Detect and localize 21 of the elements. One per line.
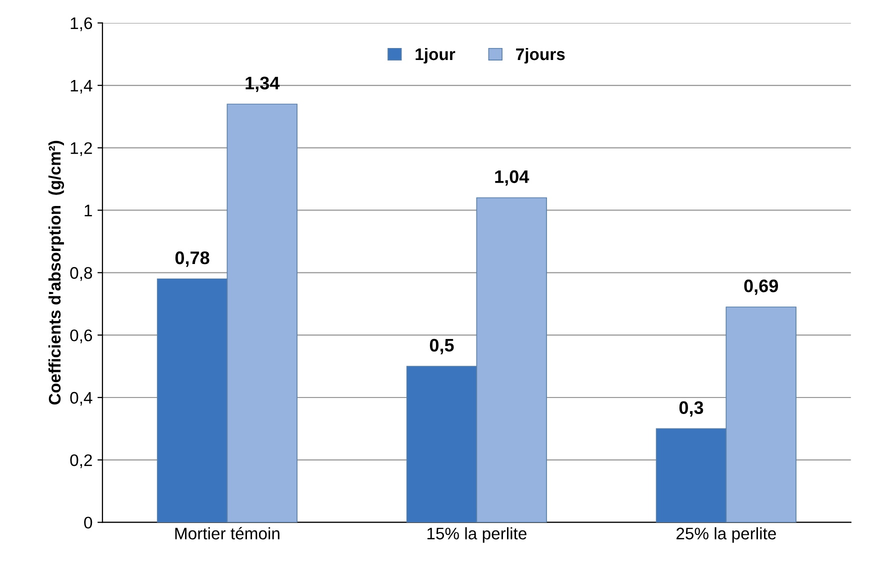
data-label: 0,69 — [744, 280, 778, 295]
x-tick-label: Mortier témoin — [175, 527, 280, 540]
y-tick-label: 0,4 — [70, 392, 92, 406]
data-label: 0,78 — [175, 251, 210, 267]
y-axis-title: Coefficients d'absorption (g/cm²) — [48, 140, 64, 404]
y-tick-label: 1,6 — [70, 17, 92, 32]
legend-label: 7jours — [516, 48, 565, 64]
data-label: 1,34 — [246, 76, 280, 92]
y-tick-label: 0,8 — [70, 267, 92, 281]
legend-label: 1jour — [416, 48, 456, 64]
data-label: 0,3 — [679, 401, 704, 417]
data-label: 0,5 — [430, 338, 454, 354]
data-label: 1,04 — [495, 170, 530, 186]
y-tick-label: 0 — [84, 516, 92, 529]
x-tick-label: 15% la perlite — [427, 527, 526, 543]
y-tick-label: 0,6 — [70, 329, 92, 344]
x-tick-label: 25% la perlite — [676, 527, 776, 543]
y-tick-label: 1 — [84, 204, 92, 216]
y-tick-label: 0,2 — [70, 454, 92, 468]
y-tick-label: 1,4 — [70, 80, 92, 94]
y-tick-label: 1,2 — [70, 142, 92, 156]
